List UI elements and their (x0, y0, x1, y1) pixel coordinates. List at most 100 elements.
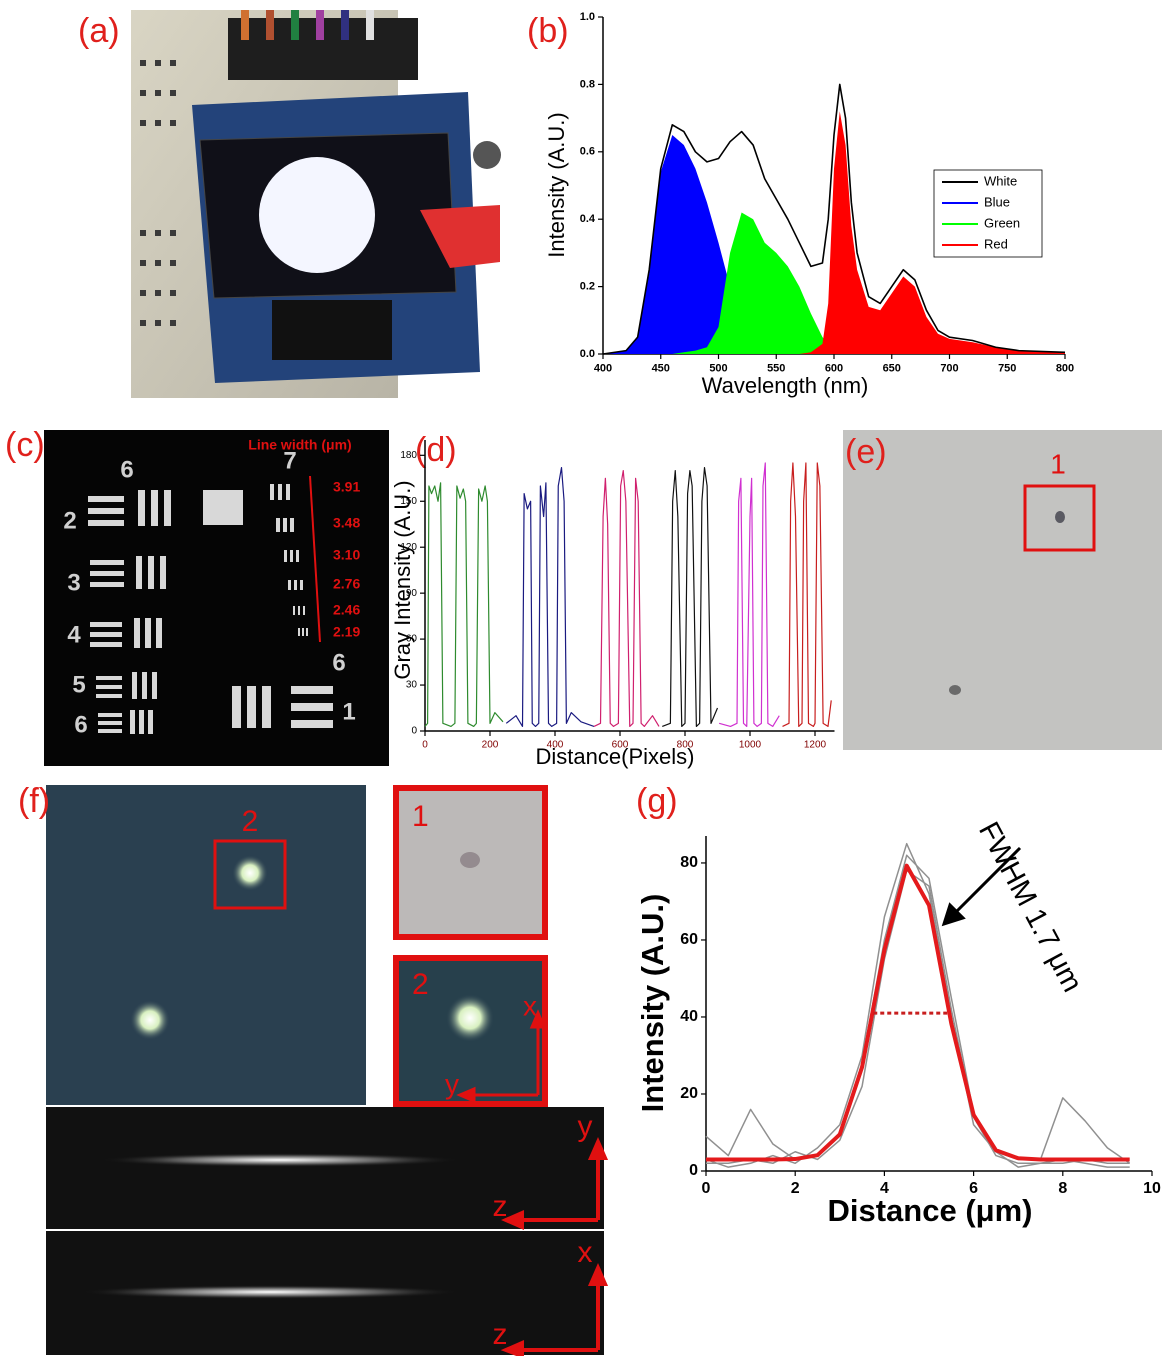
line-width: 3.10 (333, 547, 360, 563)
yz-strip (46, 1107, 604, 1229)
x-axis-title: Distance (μm) (827, 1193, 1032, 1228)
x-tick-label: 750 (998, 363, 1016, 375)
axis-letter: y (445, 1068, 459, 1099)
axis-letter: z (493, 1318, 508, 1351)
group-label: 4 (67, 621, 81, 648)
y-tick-label: 20 (680, 1085, 698, 1102)
x-tick-label: 200 (482, 740, 499, 751)
panel-label: (d) (415, 431, 457, 469)
panel-label: (a) (78, 12, 120, 50)
screw (473, 141, 501, 169)
group-label: 3 (67, 569, 80, 596)
x-tick-label: 1000 (739, 740, 762, 751)
x-tick-label: 10 (1143, 1180, 1161, 1197)
bead (1055, 511, 1065, 523)
bead-image (843, 430, 1162, 750)
x-tick-label: 500 (709, 363, 727, 375)
x-tick-label: 8 (1058, 1180, 1067, 1197)
psf-streak (80, 1285, 460, 1299)
y-tick-label: 1.0 (580, 11, 595, 23)
panel-label: (f) (18, 782, 50, 820)
y-tick-label: 180 (400, 450, 417, 461)
line (506, 468, 594, 727)
legend-label: Blue (984, 194, 1010, 209)
line (719, 463, 779, 726)
figure: (a) 6 7 2 3 (0, 0, 1168, 1356)
y-tick-label: 150 (400, 496, 417, 507)
x-tick-label: 450 (652, 363, 670, 375)
y-tick-label: 80 (680, 854, 698, 871)
photo-e: 1 (e) (843, 430, 1162, 750)
line (425, 483, 503, 727)
x-tick-label: 0 (422, 740, 428, 751)
photo-c: 6 7 2 3 4 5 6 6 1 Line width (μm) 3.91 3… (5, 426, 389, 766)
axis-letter: x (578, 1236, 593, 1269)
y-tick-label: 0.6 (580, 146, 595, 158)
group-label: 6 (120, 456, 133, 483)
inset-label: 1 (412, 800, 429, 833)
y-tick-label: 0.2 (580, 281, 595, 293)
y-tick-label: 0 (411, 726, 417, 737)
x-tick-label: 0 (702, 1180, 711, 1197)
line-width: 3.91 (333, 479, 360, 495)
x-tick-label: 1200 (804, 740, 827, 751)
axis-letter: x (523, 990, 537, 1021)
fluorescence-image (46, 785, 366, 1105)
y-tick-label: 0 (689, 1162, 698, 1179)
y-tick-label: 0.4 (580, 213, 596, 225)
x-tick-label: 400 (547, 740, 564, 751)
y-tick-label: 90 (406, 588, 418, 599)
x-tick-label: 700 (940, 363, 958, 375)
line-width: 2.76 (333, 576, 360, 592)
ribbon (272, 300, 392, 360)
panel-label: (b) (527, 12, 569, 50)
line-width-title: Line width (μm) (248, 437, 351, 453)
y-tick-label: 0.0 (580, 348, 595, 360)
legend-label: White (984, 173, 1017, 188)
group-label: 5 (72, 671, 85, 698)
panel-label: (g) (636, 782, 678, 820)
line (706, 844, 1130, 1167)
psf-streak (100, 1153, 460, 1167)
inset-label: 2 (412, 968, 429, 1001)
y-tick-label: 0.8 (580, 78, 595, 90)
line (783, 463, 832, 726)
bead (949, 685, 961, 695)
bead (460, 852, 480, 868)
roi-label: 1 (1050, 448, 1066, 479)
panel-label: (c) (5, 426, 45, 464)
white-disc (259, 157, 375, 273)
axis-letter: z (493, 1190, 508, 1223)
annotation: FWHM 1.7 μm (972, 817, 1088, 998)
x-tick-label: 650 (883, 363, 901, 375)
y-axis-title: Gray Intensity (A.U.) (390, 480, 415, 679)
x-tick-label: 600 (825, 363, 843, 375)
axis-letter: y (578, 1110, 593, 1143)
x-tick-label: 800 (1056, 363, 1074, 375)
x-tick-label: 400 (594, 363, 612, 375)
group-label: 6 (332, 649, 345, 676)
photo-a: (a) (78, 10, 501, 398)
group-label: 2 (63, 507, 76, 534)
page: { "panel_labels": ["(a)", "(b)", "(c)", … (0, 0, 1168, 1356)
x-tick-label: 550 (767, 363, 785, 375)
bead (130, 1000, 170, 1040)
y-tick-label: 60 (406, 634, 418, 645)
y-tick-label: 120 (400, 542, 417, 553)
y-axis-title: Intensity (A.U.) (635, 894, 670, 1113)
x-tick-label: 800 (677, 740, 694, 751)
legend-label: Red (984, 236, 1008, 251)
bead (446, 994, 494, 1042)
y-tick-label: 30 (406, 680, 418, 691)
line-width: 3.48 (333, 515, 360, 531)
group-label: 1 (342, 698, 355, 725)
x-tick-label: 6 (969, 1180, 978, 1197)
line (594, 471, 659, 727)
panel-label: (e) (845, 433, 887, 471)
line-width: 2.19 (333, 624, 360, 640)
photo-f: 2 1 2 x y y z x z (f) (18, 782, 605, 1356)
line (706, 871, 1130, 1164)
x-tick-label: 2 (791, 1180, 800, 1197)
y-axis-title: Intensity (A.U.) (544, 112, 569, 257)
line-width: 2.46 (333, 602, 360, 618)
